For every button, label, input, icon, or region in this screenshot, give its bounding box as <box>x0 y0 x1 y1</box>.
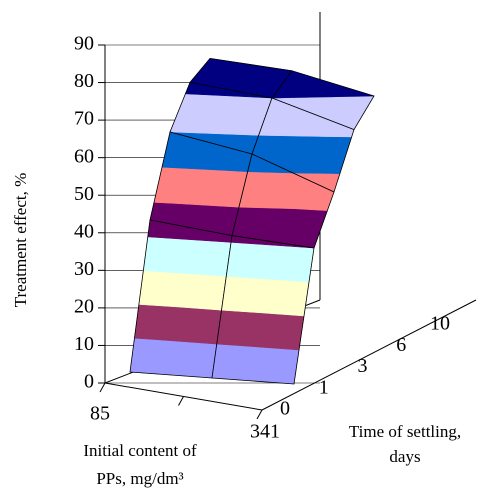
x-axis-title: PPs, mg/dm³ <box>96 469 183 488</box>
x-tick-label: 85 <box>90 403 110 425</box>
y-tick-label: 10 <box>430 313 450 335</box>
z-tick-label: 20 <box>74 295 94 317</box>
tick-mark <box>256 409 263 420</box>
y-tick-label: 0 <box>280 398 290 420</box>
y-tick-label: 6 <box>396 334 406 356</box>
z-axis-title: Treatment effect, % <box>11 173 30 308</box>
y-axis-title: days <box>389 447 420 466</box>
z-tick-label: 90 <box>74 33 94 55</box>
x-tick-label: 341 <box>250 421 280 443</box>
z-tick-label: 0 <box>84 371 94 393</box>
z-tick-label: 40 <box>74 220 94 242</box>
surface-cell <box>211 235 315 385</box>
y-tick-label: 3 <box>358 355 368 377</box>
surface <box>129 57 375 385</box>
x-axis-title: Initial content of <box>83 441 197 460</box>
tick-mark <box>99 382 106 393</box>
z-tick-label: 50 <box>74 183 94 205</box>
y-axis-title: Time of settling, <box>349 422 461 441</box>
z-tick-label: 30 <box>74 258 94 280</box>
z-tick-label: 60 <box>74 145 94 167</box>
tick-mark <box>178 396 184 406</box>
z-tick-label: 70 <box>74 108 94 130</box>
y-tick-label: 1 <box>319 376 329 398</box>
z-tick-label: 80 <box>74 70 94 92</box>
z-tick-label: 10 <box>74 333 94 355</box>
